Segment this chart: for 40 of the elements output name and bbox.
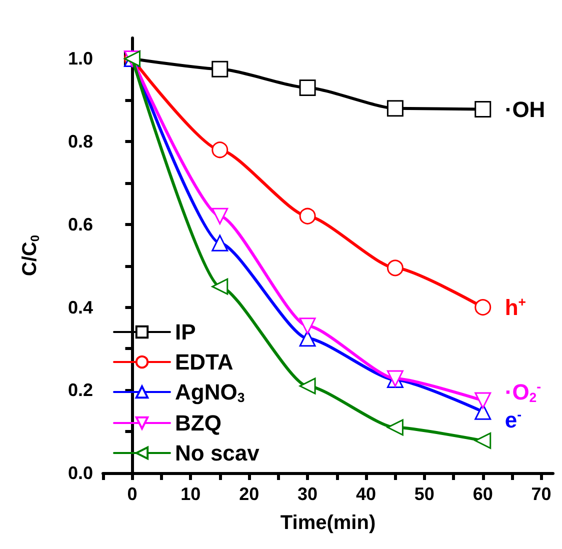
x-tick-label: 10 [180, 484, 201, 504]
point [386, 100, 404, 117]
legend-label: EDTA [175, 350, 234, 374]
x-tick-label: 20 [239, 484, 260, 504]
annotation: e- [504, 407, 522, 433]
point [474, 299, 492, 316]
point [386, 260, 404, 276]
point [212, 142, 228, 158]
point [212, 208, 228, 224]
point [299, 208, 316, 224]
point [386, 419, 404, 436]
point [474, 101, 492, 118]
y-tick-label: 1.0 [68, 48, 93, 69]
legend-label: IP [175, 320, 196, 344]
x-tick-label: 60 [472, 484, 493, 504]
point [299, 318, 316, 334]
y-tick-label: 0.4 [68, 297, 93, 318]
x-tick-label: 70 [531, 484, 552, 504]
point [212, 278, 228, 295]
annotation: ·OH [504, 96, 546, 122]
y-tick-label: 0.8 [68, 132, 93, 152]
y-tick-label: 0.6 [68, 214, 93, 234]
x-tick-label: 30 [298, 484, 318, 504]
legend-label: BZQ [175, 410, 222, 436]
point [474, 432, 492, 449]
y-tick-label: 0.2 [68, 380, 93, 400]
point [474, 392, 492, 409]
point [212, 60, 228, 78]
x-tick-label: 40 [356, 484, 376, 504]
point [299, 79, 316, 96]
y-axis-title: C/C0 [19, 234, 42, 276]
x-tick-label: 50 [414, 484, 434, 504]
legend-label: No scav [175, 440, 260, 466]
annotation: h+ [504, 294, 526, 320]
x-axis-title: Time(min) [280, 512, 376, 534]
y-tick-label: 0.0 [68, 463, 93, 483]
point [299, 330, 316, 347]
point [299, 378, 316, 394]
point [212, 234, 228, 252]
x-tick-label: 0 [127, 484, 138, 504]
